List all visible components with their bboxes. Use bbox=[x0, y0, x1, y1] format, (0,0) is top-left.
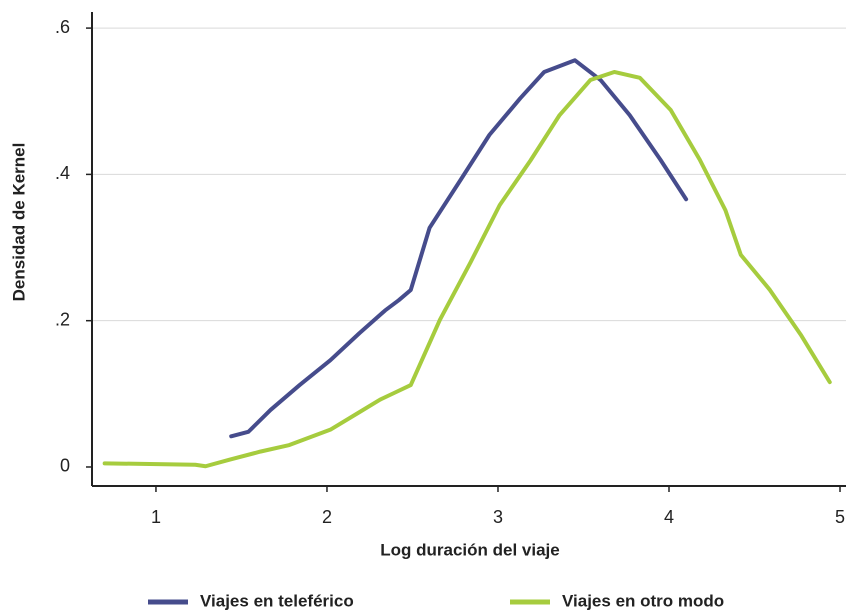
x-tick-label: 5 bbox=[835, 507, 845, 527]
x-tick-label: 3 bbox=[493, 507, 503, 527]
line bbox=[102, 69, 832, 469]
legend-label: Viajes en otro modo bbox=[562, 591, 724, 610]
y-tick-label: .4 bbox=[55, 163, 70, 183]
x-axis-label: Log duración del viaje bbox=[380, 540, 559, 559]
line bbox=[229, 58, 689, 439]
x-tick-label: 4 bbox=[664, 507, 674, 527]
y-tick-label: 0 bbox=[60, 456, 70, 476]
y-axis-label: Densidad de Kernel bbox=[9, 143, 28, 302]
y-tick-label: .6 bbox=[55, 17, 70, 37]
x-tick-label: 1 bbox=[151, 507, 161, 527]
legend-label: Viajes en teleférico bbox=[200, 591, 354, 610]
x-tick-label: 2 bbox=[322, 507, 332, 527]
y-tick-label: .2 bbox=[55, 309, 70, 329]
